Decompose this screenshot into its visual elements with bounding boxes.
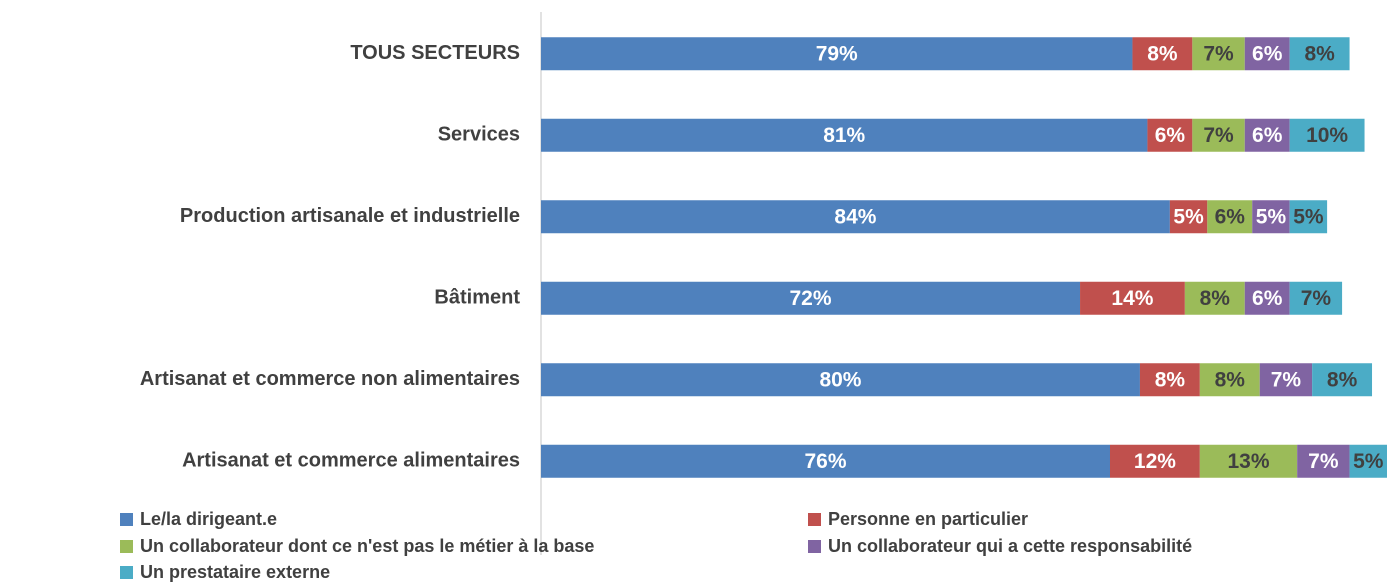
data-label: 5% <box>1173 205 1204 228</box>
bar-segment <box>1199 363 1260 397</box>
bar-segment <box>1184 281 1245 315</box>
data-label: 79% <box>816 42 858 65</box>
category-label: Artisanat et commerce non alimentaires <box>140 368 520 390</box>
bar-segment <box>541 37 1133 71</box>
bar-segment <box>1147 118 1193 152</box>
data-label: 10% <box>1306 124 1348 147</box>
data-label: 12% <box>1134 450 1176 473</box>
legend-swatch <box>120 513 133 526</box>
data-label: 8% <box>1147 42 1178 65</box>
data-label: 80% <box>819 368 861 391</box>
bar-segment <box>1259 363 1313 397</box>
data-label: 72% <box>790 287 832 310</box>
data-label: 7% <box>1301 287 1332 310</box>
bar-segment <box>1312 363 1373 397</box>
category-label: Artisanat et commerce alimentaires <box>182 450 520 472</box>
data-label: 8% <box>1304 42 1335 65</box>
bar-segment <box>1289 37 1350 71</box>
bar-segment <box>1109 444 1200 478</box>
data-label: 5% <box>1293 205 1324 228</box>
data-label: 6% <box>1252 124 1283 147</box>
data-label: 13% <box>1227 450 1269 473</box>
category-label: Services <box>438 124 520 146</box>
data-label: 6% <box>1215 205 1246 228</box>
data-label: 7% <box>1203 124 1234 147</box>
data-label: 8% <box>1215 368 1246 391</box>
bar-segment <box>1169 200 1208 234</box>
legend-swatch <box>120 540 133 553</box>
bar-segment <box>1244 118 1290 152</box>
bar-segment <box>1192 118 1245 152</box>
bar-segment <box>1139 363 1200 397</box>
bar-segment <box>541 444 1110 478</box>
data-label: 6% <box>1252 42 1283 65</box>
bar-segment <box>1199 444 1298 478</box>
data-label: 5% <box>1353 450 1384 473</box>
bar-segment <box>541 281 1081 315</box>
legend-swatch <box>120 566 133 579</box>
category-label: Bâtiment <box>434 287 520 309</box>
bar-segment <box>1132 37 1193 71</box>
bar-segment <box>1244 37 1290 71</box>
legend-label: Un collaborateur qui a cette responsabil… <box>828 536 1192 556</box>
legend-label: Personne en particulier <box>828 509 1028 529</box>
bar-segment <box>1349 444 1387 478</box>
data-label: 5% <box>1256 205 1287 228</box>
data-label: 6% <box>1252 287 1283 310</box>
bar-segment <box>541 363 1140 397</box>
category-label: Production artisanale et industrielle <box>180 205 520 227</box>
bar-segment <box>1252 200 1290 234</box>
bar-segment <box>1289 200 1328 234</box>
data-label: 7% <box>1308 450 1339 473</box>
legend-swatch <box>808 540 821 553</box>
data-label: 8% <box>1327 368 1358 391</box>
data-label: 8% <box>1155 368 1186 391</box>
bar-segment <box>541 118 1148 152</box>
bar-segment <box>1207 200 1253 234</box>
data-label: 8% <box>1200 287 1231 310</box>
bar-segment <box>1289 281 1343 315</box>
bar-segment <box>541 200 1170 234</box>
data-label: 6% <box>1155 124 1186 147</box>
legend-label: Un collaborateur dont ce n'est pas le mé… <box>140 536 594 556</box>
legend-label: Le/la dirigeant.e <box>140 509 277 529</box>
data-label: 7% <box>1271 368 1302 391</box>
data-label: 81% <box>823 124 865 147</box>
category-label: TOUS SECTEURS <box>350 42 520 64</box>
legend-label: Un prestataire externe <box>140 562 330 582</box>
data-label: 76% <box>804 450 846 473</box>
data-label: 84% <box>834 205 876 228</box>
bar-segment <box>1297 444 1350 478</box>
legend-swatch <box>808 513 821 526</box>
bar-segment <box>1289 118 1365 152</box>
data-label: 7% <box>1203 42 1234 65</box>
bar-segment <box>1244 281 1290 315</box>
bar-segment <box>1192 37 1245 71</box>
bar-segment <box>1080 281 1185 315</box>
data-label: 14% <box>1111 287 1153 310</box>
